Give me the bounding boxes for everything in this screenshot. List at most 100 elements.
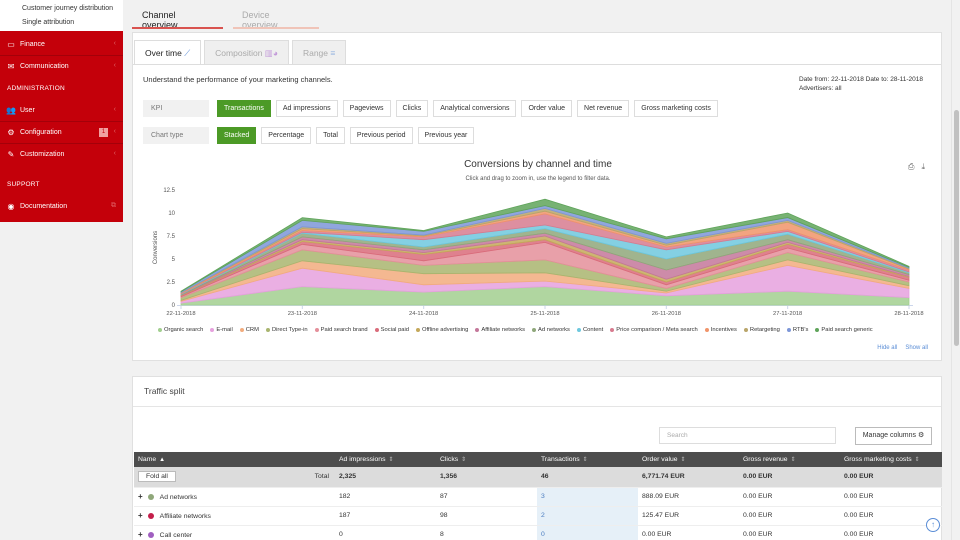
total-row: Fold all Total 2,325 1,356 46 6,771.74 E… — [134, 467, 942, 488]
legend-label: Affiliate networks — [481, 327, 526, 333]
column-header-order-value[interactable]: Order value ⇕ — [638, 452, 739, 467]
kpi-gross-marketing-costs[interactable]: Gross marketing costs — [634, 100, 718, 117]
legend-label: CRM — [245, 327, 259, 333]
legend-item[interactable]: Paid search brand — [314, 327, 368, 333]
tab-device-overview[interactable]: Device overview — [242, 10, 278, 30]
tab-range[interactable]: Range ≡ — [291, 40, 347, 64]
sidebar-item-customization[interactable]: ✎ Customization ‹ — [0, 144, 123, 165]
legend-item[interactable]: Direct Type-in — [265, 327, 308, 333]
sidebar-item-user[interactable]: 👥 User ‹ — [0, 100, 123, 121]
legend-item[interactable]: RTB's — [786, 327, 808, 333]
tab-label: Composition — [215, 48, 263, 58]
tab-underline — [233, 27, 319, 29]
chevron-left-icon: ‹ — [113, 128, 116, 135]
legend-item[interactable]: E-mail — [210, 327, 233, 333]
legend-item[interactable]: Social paid — [374, 327, 409, 333]
legend-swatch — [314, 328, 319, 332]
channel-color-dot — [147, 513, 154, 520]
external-link-icon: ⧉ — [111, 202, 116, 209]
kpi-clicks[interactable]: Clicks — [395, 100, 429, 117]
chart-type-stacked[interactable]: Stacked — [217, 127, 257, 144]
sub-tabs: Over time ⟋ Composition ▥◕ Range ≡ — [134, 40, 349, 64]
column-header-ad-impressions[interactable]: Ad impressions ⇕ — [335, 452, 436, 467]
kpi-label: KPI — [143, 100, 209, 117]
kpi-transactions[interactable]: Transactions — [217, 100, 271, 117]
chart-type-percentage[interactable]: Percentage — [261, 127, 312, 144]
legend-item[interactable]: Affiliate networks — [475, 327, 525, 333]
print-icon[interactable]: ⎙ — [908, 162, 915, 171]
kpi-pageviews[interactable]: Pageviews — [342, 100, 391, 117]
table-cell: 187 — [335, 506, 436, 526]
legend-item[interactable]: Price comparison / Meta search — [610, 327, 698, 333]
table-row[interactable]: + Affiliate networks 187 98 2 125.47 EUR 0.00 … — [134, 506, 942, 526]
scrollbar[interactable] — [951, 0, 960, 540]
chart-type-previous-year[interactable]: Previous year — [417, 127, 475, 144]
x-tick-label: 24-11-2018 — [409, 311, 438, 317]
sidebar-link-customer-journey[interactable]: Customer journey distribution — [22, 5, 114, 12]
legend-label: Paid search brand — [320, 327, 368, 333]
kpi-net-revenue[interactable]: Net revenue — [577, 100, 630, 117]
legend-item[interactable]: CRM — [239, 327, 259, 333]
sidebar-link-single-attribution[interactable]: Single attribution — [22, 19, 75, 26]
tab-over-time[interactable]: Over time ⟋ — [134, 40, 202, 64]
kpi-analytical-conversions[interactable]: Analytical conversions — [433, 100, 517, 117]
chart-type-label: Chart type — [143, 127, 209, 144]
kpi-order-value[interactable]: Order value — [521, 100, 573, 117]
kpi-ad-impressions[interactable]: Ad impressions — [275, 100, 338, 117]
gears-icon: ⚙ — [7, 128, 15, 137]
table-row[interactable]: + Ad networks 182 87 3 888.09 EUR 0.00 EUR 0.00… — [134, 487, 942, 507]
chart-type-total[interactable]: Total — [316, 127, 345, 144]
legend-item[interactable]: Incentives — [704, 327, 737, 333]
column-header-transactions[interactable]: Transactions ⇕ — [537, 452, 638, 467]
table-cell: 0.00 EUR — [739, 525, 840, 540]
sidebar-item-label: User — [20, 107, 35, 114]
sidebar-item-finance[interactable]: ▭ Finance ‹ — [0, 34, 123, 55]
search-input[interactable]: Search — [659, 427, 836, 444]
legend-swatch — [815, 328, 820, 332]
expand-icon[interactable]: + — [138, 511, 143, 520]
area-chart[interactable]: 0 2.5 5 7.5 10 12.5 Conversions 22-11-2018 23-11… — [147, 183, 937, 325]
legend-item[interactable]: Offline advertising — [416, 327, 468, 333]
column-header-name[interactable]: Name ▲ — [134, 452, 335, 467]
column-header-clicks[interactable]: Clicks ⇕ — [436, 452, 537, 467]
sidebar-item-configuration[interactable]: ⚙ Configuration 1 ‹ — [0, 122, 123, 143]
table-cell: 0 — [537, 525, 638, 540]
table-header-row: Name ▲ Ad impressions ⇕ Clicks ⇕ Transactio… — [134, 452, 942, 467]
expand-icon[interactable]: + — [138, 530, 143, 539]
tab-composition[interactable]: Composition ▥◕ — [204, 40, 289, 64]
scrollbar-thumb[interactable] — [954, 110, 959, 346]
total-transactions: 46 — [537, 467, 638, 488]
download-icon[interactable]: ⤓ — [921, 162, 925, 171]
legend-swatch — [265, 328, 270, 332]
sort-asc-icon: ▲ — [159, 457, 166, 463]
date-info: Date from: 22-11-2018 Date to: 28-11-201… — [799, 75, 923, 93]
scroll-to-top-button[interactable]: ↑ — [926, 518, 940, 532]
hide-all-link[interactable]: Hide all — [877, 345, 898, 351]
column-header-gross-marketing-costs[interactable]: Gross marketing costs ⇕ — [840, 452, 942, 467]
column-header-gross-revenue[interactable]: Gross revenue ⇕ — [739, 452, 840, 467]
manage-columns-button[interactable]: Manage columns ⚙ — [855, 427, 932, 445]
sidebar-item-documentation[interactable]: ◉ Documentation ⧉ — [0, 196, 123, 217]
legend-item[interactable]: Organic search — [158, 327, 203, 333]
legend-label: Content — [582, 327, 604, 333]
legend-item[interactable]: Paid search generic — [815, 327, 873, 333]
y-tick-label: 12.5 — [163, 188, 175, 194]
show-all-link[interactable]: Show all — [905, 345, 928, 351]
table-cell: 0.00 EUR — [840, 506, 942, 526]
tab-channel-overview[interactable]: Channel overview — [142, 10, 178, 30]
legend-label: Price comparison / Meta search — [616, 327, 698, 333]
legend-swatch — [786, 328, 791, 332]
chart-type-previous-period[interactable]: Previous period — [349, 127, 413, 144]
legend-label: Offline advertising — [422, 327, 469, 333]
sidebar-item-communication[interactable]: ✉ Communication ‹ — [0, 56, 123, 77]
channel-overview-panel: Over time ⟋ Composition ▥◕ Range ≡ Under… — [132, 32, 942, 361]
legend-item[interactable]: Content — [576, 327, 604, 333]
table-row[interactable]: + Call center 0 8 0 0.00 EUR 0.00 EUR 0.00 EUR — [134, 525, 942, 540]
legend-swatch — [158, 328, 162, 332]
fold-all-button[interactable]: Fold all — [138, 471, 176, 483]
advertisers: Advertisers: all — [798, 85, 842, 92]
legend-item[interactable]: Ad networks — [532, 327, 570, 333]
chart-legend: Organic search E-mail CRM Direct Type-in Pai… — [158, 327, 918, 333]
legend-item[interactable]: Retargeting — [743, 327, 780, 333]
expand-icon[interactable]: + — [138, 492, 143, 501]
